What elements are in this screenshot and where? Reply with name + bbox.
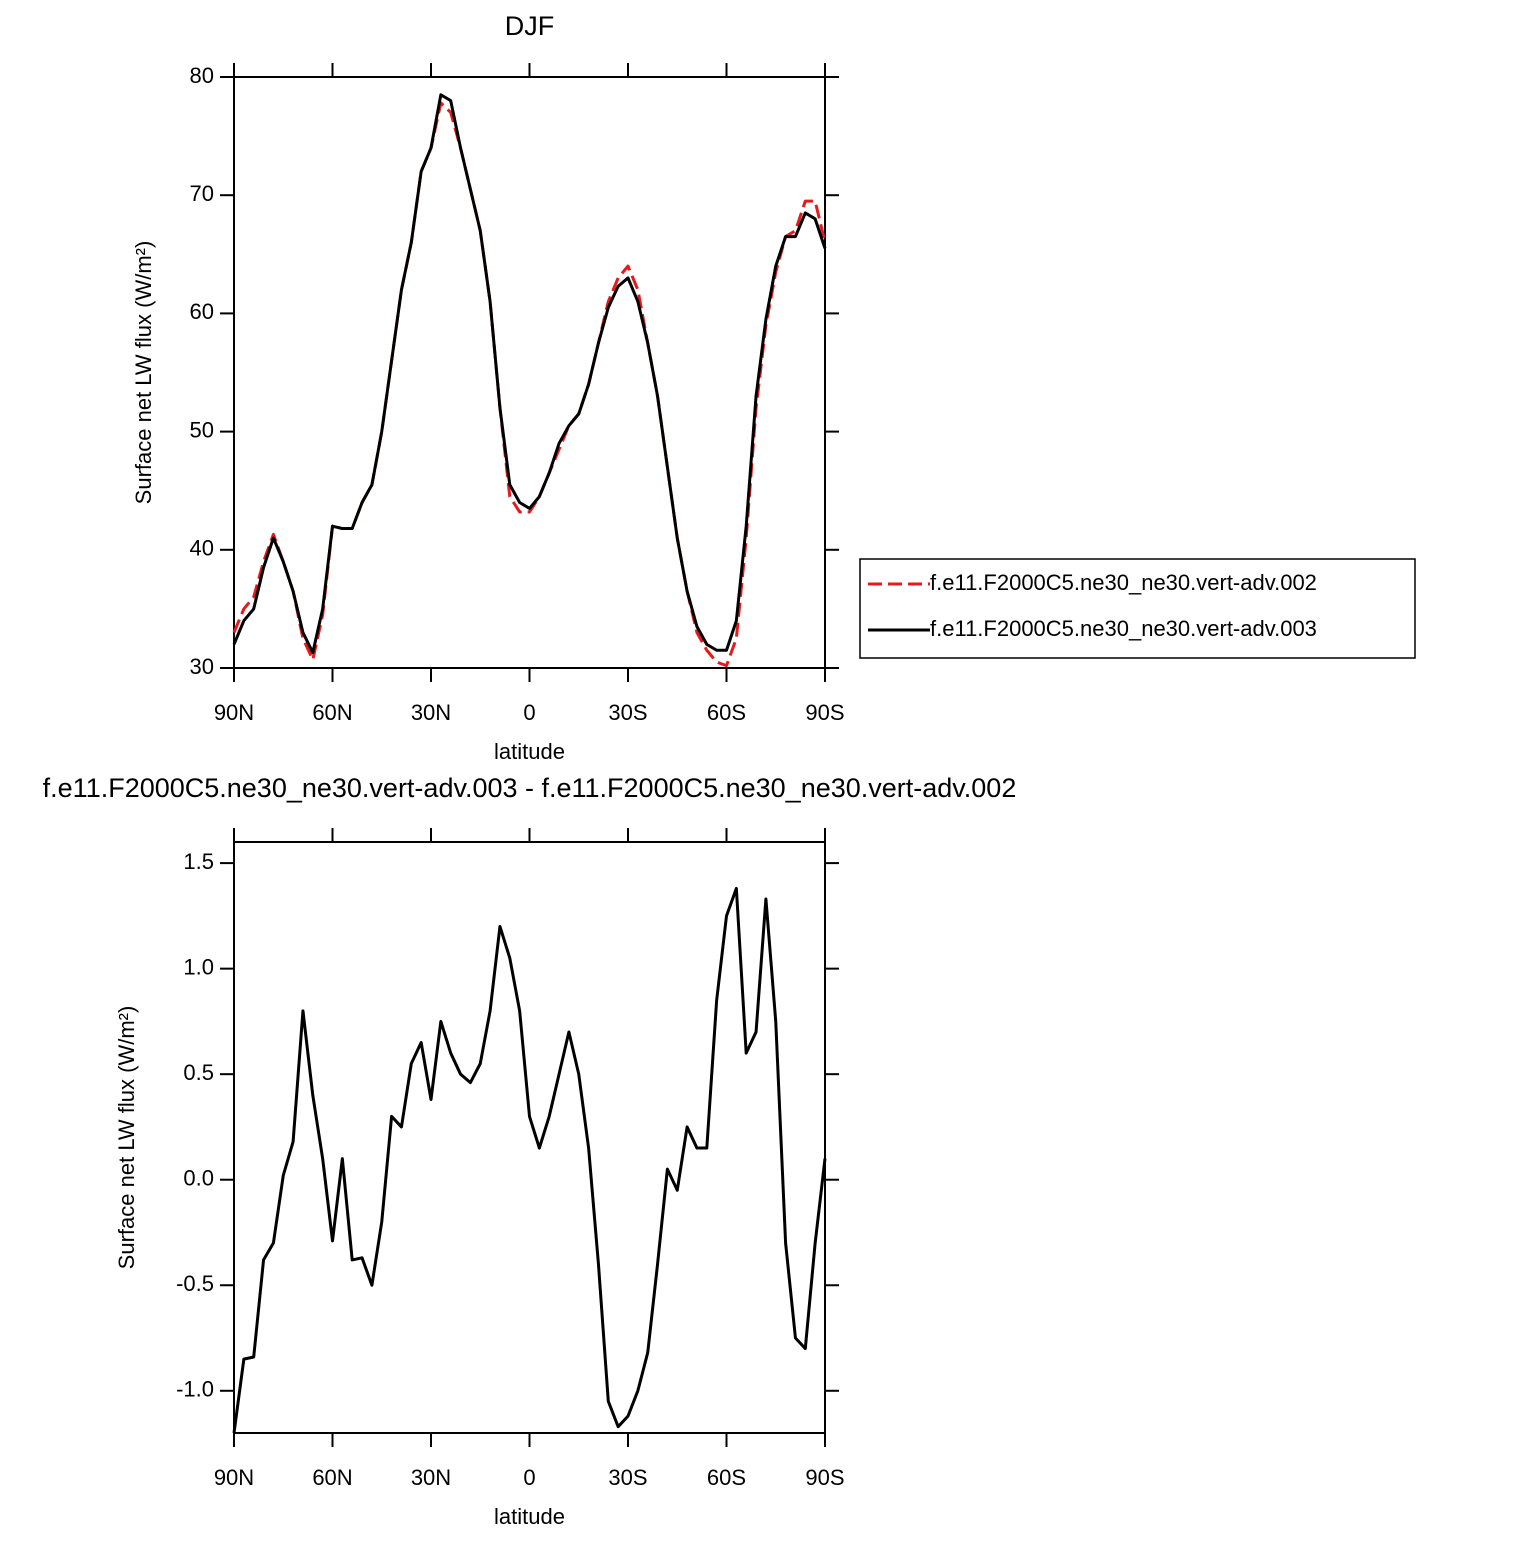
y-tick-label: -1.0 [176, 1377, 214, 1402]
x-tick-label: 0 [523, 700, 535, 725]
x-tick-label: 0 [523, 1465, 535, 1490]
x-tick-label: 30S [608, 1465, 647, 1490]
legend-label: f.e11.F2000C5.ne30_ne30.vert-adv.003 [930, 616, 1317, 641]
y-axis-label: Surface net LW flux (W/m²) [114, 1006, 139, 1270]
y-tick-label: 50 [190, 417, 214, 442]
y-tick-label: 80 [190, 63, 214, 88]
x-tick-label: 60N [312, 1465, 352, 1490]
y-tick-label: 1.0 [183, 954, 214, 979]
x-tick-label: 90S [805, 1465, 844, 1490]
chart-title: f.e11.F2000C5.ne30_ne30.vert-adv.003 - f… [43, 773, 1017, 803]
x-axis-label: latitude [494, 1504, 565, 1529]
y-tick-label: 0.0 [183, 1166, 214, 1191]
x-tick-label: 90N [214, 1465, 254, 1490]
x-tick-label: 30N [411, 700, 451, 725]
y-tick-label: 1.5 [183, 849, 214, 874]
y-tick-label: 30 [190, 654, 214, 679]
x-tick-label: 60N [312, 700, 352, 725]
y-tick-label: 40 [190, 536, 214, 561]
x-tick-label: 90S [805, 700, 844, 725]
x-tick-label: 30S [608, 700, 647, 725]
y-tick-label: 60 [190, 299, 214, 324]
data-line [232, 886, 827, 1434]
legend-label: f.e11.F2000C5.ne30_ne30.vert-adv.002 [930, 570, 1317, 595]
plot-frame [233, 76, 826, 669]
x-tick-label: 90N [214, 700, 254, 725]
legend-box [859, 558, 1416, 659]
x-axis-label: latitude [494, 739, 565, 764]
x-tick-label: 60S [707, 1465, 746, 1490]
y-axis-label: Surface net LW flux (W/m²) [131, 241, 156, 505]
plot-frame [233, 841, 826, 1434]
y-tick-label: -0.5 [176, 1271, 214, 1296]
x-tick-label: 30N [411, 1465, 451, 1490]
y-tick-label: 70 [190, 181, 214, 206]
y-tick-label: 0.5 [183, 1060, 214, 1085]
chart-title: DJF [505, 11, 555, 41]
x-tick-label: 60S [707, 700, 746, 725]
data-line [232, 101, 827, 668]
data-line [232, 93, 827, 655]
